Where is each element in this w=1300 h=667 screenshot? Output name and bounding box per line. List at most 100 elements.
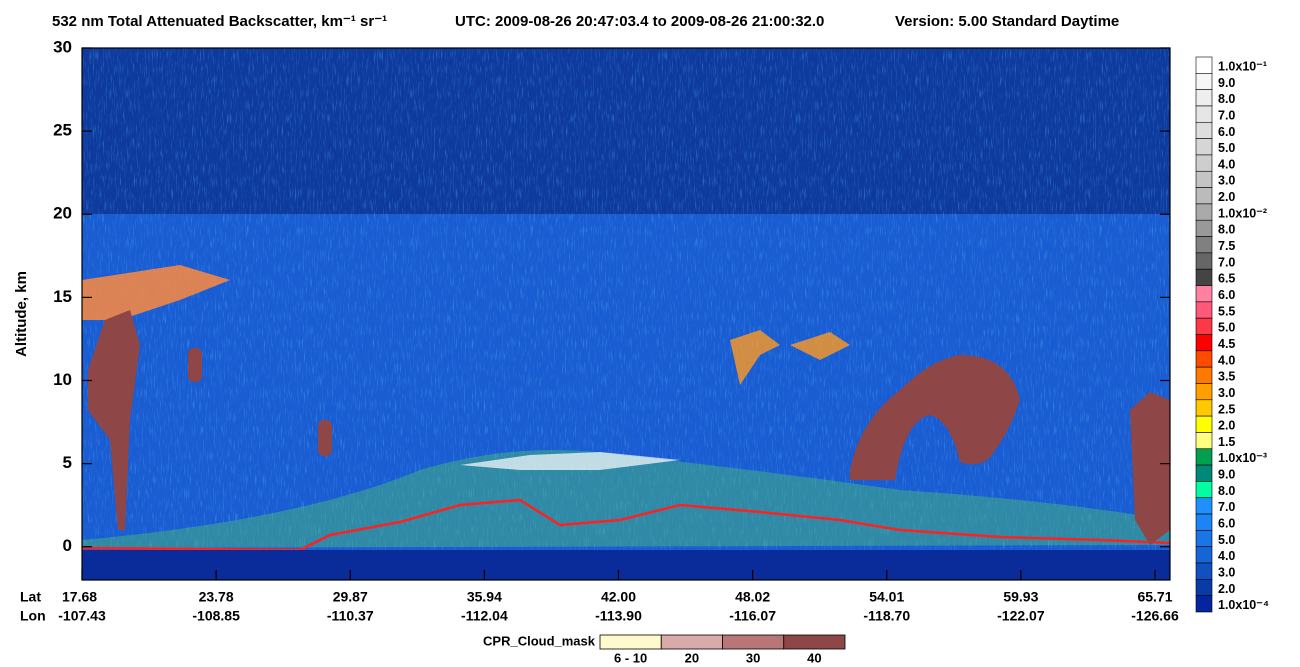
title-row: 532 nm Total Attenuated Backscatter, km⁻…	[52, 13, 1119, 30]
colorbar-swatch	[1195, 448, 1213, 466]
cloud-mask-swatch	[660, 634, 723, 650]
y-tick-label: 20	[53, 204, 72, 223]
y-tick-label: 0	[63, 536, 72, 555]
chart-title: 532 nm Total Attenuated Backscatter, km⁻…	[52, 13, 387, 30]
colorbar-swatch	[1195, 317, 1213, 335]
colorbar-label: 5.0	[1218, 321, 1235, 335]
y-tick-label: 15	[53, 287, 72, 306]
colorbar-swatch	[1195, 73, 1213, 90]
colorbar-swatch	[1195, 121, 1213, 139]
cloud-mask-swatch	[783, 634, 846, 650]
lat-tick-label: 23.78	[199, 589, 234, 605]
colorbar-label: 2.5	[1218, 402, 1235, 416]
lat-label: Lat	[20, 589, 41, 605]
colorbar-label: 8.0	[1218, 223, 1235, 237]
colorbar-label: 6.0	[1218, 517, 1235, 531]
colorbar-label: 9.0	[1218, 76, 1235, 90]
colorbar-label: 8.0	[1218, 484, 1235, 498]
colorbar-label: 5.0	[1218, 533, 1235, 547]
colorbar-label: 4.5	[1218, 337, 1235, 351]
plot-frame	[81, 47, 1171, 581]
colorbar-label: 7.0	[1218, 255, 1235, 269]
colorbar-swatch	[1195, 56, 1213, 74]
colorbar-label: 7.5	[1218, 239, 1235, 253]
colorbar-label: 1.0x10⁻³	[1218, 451, 1267, 465]
colorbar-label: 1.0x10⁻¹	[1218, 59, 1267, 73]
colorbar-swatch	[1195, 464, 1213, 482]
cloud-mask-swatch	[599, 634, 662, 650]
lon-tick-label: -113.90	[595, 608, 642, 624]
colorbar-label: 6.0	[1218, 288, 1235, 302]
y-tick-label: 25	[53, 121, 72, 140]
colorbar-swatch	[1195, 530, 1213, 548]
colorbar-swatch	[1195, 497, 1213, 515]
colorbar-label: 6.0	[1218, 125, 1235, 139]
version: Version: 5.00 Standard Daytime	[895, 13, 1119, 30]
y-tick-label: 10	[53, 370, 72, 389]
colorbar-label: 3.0	[1218, 565, 1235, 579]
lat-tick-label: 42.00	[601, 589, 636, 605]
colorbar-swatch	[1195, 334, 1213, 352]
colorbar-label: 1.5	[1218, 435, 1235, 449]
lon-tick-label: -108.85	[192, 608, 240, 624]
colorbar-label: 2.0	[1218, 190, 1235, 204]
colorbar-label: 4.0	[1218, 353, 1235, 367]
colorbar-label: 9.0	[1218, 468, 1235, 482]
lat-tick-label: 54.01	[869, 589, 904, 605]
colorbar-swatch	[1195, 546, 1213, 564]
colorbar-label: 7.0	[1218, 500, 1235, 514]
colorbar-swatch	[1195, 366, 1213, 384]
colorbar-label: 8.0	[1218, 92, 1235, 106]
colorbar-swatch	[1195, 203, 1213, 221]
lat-tick-label: 17.68	[62, 589, 97, 605]
lon-tick-label: -126.66	[1131, 608, 1179, 624]
colorbar-swatch	[1195, 513, 1213, 531]
lat-tick-label: 59.93	[1003, 589, 1038, 605]
colorbar-label: 3.5	[1218, 370, 1235, 384]
lon-label: Lon	[20, 608, 46, 624]
lon-tick-label: -118.70	[863, 608, 910, 624]
colorbar-swatch	[1195, 481, 1213, 499]
colorbar-label: 7.0	[1218, 108, 1235, 122]
y-axis-label: Altitude, km	[13, 271, 30, 357]
cloud-mask-label: 30	[746, 650, 760, 665]
lat-tick-label: 65.71	[1137, 589, 1172, 605]
colorbar-swatch	[1195, 285, 1213, 303]
lat-tick-label: 29.87	[333, 589, 368, 605]
colorbar-swatch	[1195, 187, 1213, 205]
colorbar-label: 4.0	[1218, 549, 1235, 563]
colorbar-swatch	[1195, 595, 1213, 613]
colorbar-swatch	[1195, 89, 1213, 107]
colorbar-swatch	[1195, 301, 1213, 319]
cloud-mask-title: CPR_Cloud_mask	[483, 633, 596, 648]
lon-tick-label: -112.04	[461, 608, 508, 624]
y-tick-label: 30	[53, 37, 72, 56]
y-tick-label: 5	[63, 453, 72, 472]
cloud-mask-label: 40	[807, 650, 821, 665]
cloud-mask-swatch	[722, 634, 785, 650]
colorbar-swatch	[1195, 579, 1213, 596]
lon-tick-label: -116.07	[729, 608, 776, 624]
lat-tick-label: 48.02	[735, 589, 770, 605]
colorbar-label: 2.0	[1218, 582, 1235, 596]
cloud-mask-label: 20	[685, 650, 699, 665]
lon-tick-label: -107.43	[58, 608, 106, 624]
colorbar-label: 5.5	[1218, 304, 1235, 318]
lat-tick-label: 35.94	[467, 589, 502, 605]
utc-range: UTC: 2009-08-26 20:47:03.4 to 2009-08-26…	[455, 13, 824, 30]
colorbar-swatch	[1195, 236, 1213, 254]
colorbar-swatch	[1195, 432, 1213, 450]
colorbar-swatch	[1195, 383, 1213, 401]
backscatter-image	[82, 48, 1170, 580]
colorbar-label: 1.0x10⁻⁴	[1218, 598, 1269, 612]
cloud-mask-label: 6 - 10	[614, 650, 647, 665]
colorbar-label: 6.5	[1218, 272, 1235, 286]
colorbar-swatch	[1195, 252, 1213, 270]
colorbar-swatch	[1195, 350, 1213, 368]
colorbar-label: 3.0	[1218, 386, 1235, 400]
colorbar-swatch	[1195, 562, 1213, 580]
lon-tick-label: -110.37	[327, 608, 374, 624]
colorbar-swatch	[1195, 154, 1213, 172]
colorbar-swatch	[1195, 138, 1213, 156]
